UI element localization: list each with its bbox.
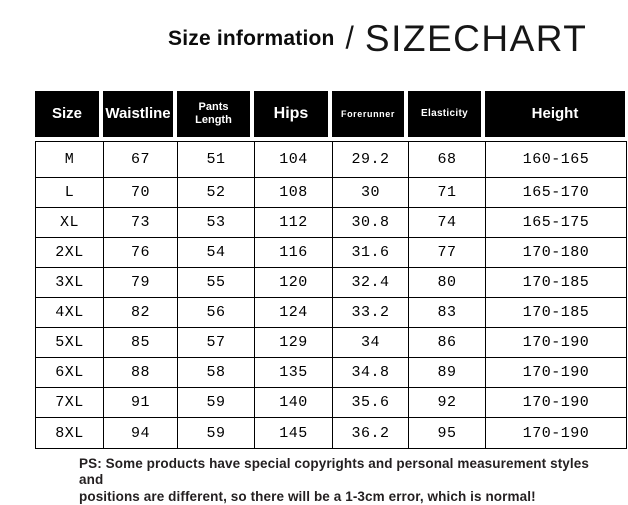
ps-note: PS: Some products have special copyright… (79, 456, 589, 504)
forerunner-cell: 35.6 (333, 388, 409, 418)
elasticity-cell: 86 (409, 328, 486, 358)
size-cell: 8XL (36, 418, 104, 448)
pants-length-cell: 59 (178, 388, 255, 418)
pants-length-cell: 58 (178, 358, 255, 388)
waistline-cell: 79 (104, 268, 178, 298)
size-cell: 3XL (36, 268, 104, 298)
table-header-row: Size Waistline Pants Length Hips Forerun… (35, 91, 627, 137)
column-header-forerunner: Forerunner (332, 91, 408, 137)
height-cell: 170-185 (486, 298, 626, 328)
size-cell: 4XL (36, 298, 104, 328)
hips-cell: 108 (255, 178, 333, 208)
elasticity-cell: 92 (409, 388, 486, 418)
hips-cell: 116 (255, 238, 333, 268)
pants-length-cell: 54 (178, 238, 255, 268)
hips-cell: 112 (255, 208, 333, 238)
table-body: M 67 51 104 29.2 68 160-165 L 70 52 108 … (35, 141, 627, 449)
column-header-size: Size (35, 91, 103, 137)
elasticity-cell: 68 (409, 142, 486, 178)
waistline-cell: 82 (104, 298, 178, 328)
waistline-cell: 73 (104, 208, 178, 238)
waistline-cell: 85 (104, 328, 178, 358)
column-header-waistline: Waistline (103, 91, 177, 137)
forerunner-cell: 33.2 (333, 298, 409, 328)
column-header-height: Height (485, 91, 625, 137)
waistline-cell: 70 (104, 178, 178, 208)
elasticity-cell: 95 (409, 418, 486, 448)
pants-length-cell: 52 (178, 178, 255, 208)
forerunner-cell: 31.6 (333, 238, 409, 268)
hips-cell: 129 (255, 328, 333, 358)
pants-length-cell: 55 (178, 268, 255, 298)
forerunner-cell: 32.4 (333, 268, 409, 298)
size-cell: 2XL (36, 238, 104, 268)
size-cell: M (36, 142, 104, 178)
height-cell: 170-190 (522, 424, 590, 442)
page-title: Size information / SIZECHART (168, 16, 587, 62)
hips-cell: 104 (255, 142, 333, 178)
hips-cell: 140 (255, 388, 333, 418)
height-cell: 170-190 (486, 388, 626, 418)
hips-cell: 135 (255, 358, 333, 388)
size-cell: L (36, 178, 104, 208)
waistline-cell: 94 (104, 418, 178, 448)
height-cell: 165-175 (486, 208, 626, 238)
forerunner-cell: 36.2 (333, 418, 409, 448)
waistline-cell: 67 (104, 142, 178, 178)
forerunner-cell: 30.8 (333, 208, 409, 238)
pants-length-cell: 57 (178, 328, 255, 358)
pants-length-cell: 53 (178, 208, 255, 238)
waistline-cell: 91 (104, 388, 178, 418)
height-cell: 170-180 (486, 238, 626, 268)
size-cell: XL (36, 208, 104, 238)
size-cell: 6XL (36, 358, 104, 388)
elasticity-cell: 77 (409, 238, 486, 268)
height-cell: 170-190 (486, 328, 626, 358)
waistline-cell: 76 (104, 238, 178, 268)
height-cell: 165-170 (486, 178, 626, 208)
height-cell: 160-165 (486, 142, 626, 178)
forerunner-cell: 29.2 (333, 142, 409, 178)
height-cell: 170-190 (486, 358, 626, 388)
elasticity-cell: 71 (409, 178, 486, 208)
pants-length-cell: 51 (178, 142, 255, 178)
forerunner-cell: 30 (333, 178, 409, 208)
title-slash: / (345, 21, 354, 56)
forerunner-cell: 34 (333, 328, 409, 358)
title-sizechart: SIZECHART (364, 18, 588, 59)
height-cell: 170-185 (486, 268, 626, 298)
hips-cell: 124 (255, 298, 333, 328)
column-header-hips: Hips (254, 91, 332, 137)
waistline-cell: 88 (104, 358, 178, 388)
size-cell: 5XL (36, 328, 104, 358)
size-cell: 7XL (36, 388, 104, 418)
title-size-information: Size information (168, 27, 335, 50)
hips-cell: 145 (255, 418, 333, 448)
pants-length-cell: 59 (178, 418, 255, 448)
pants-length-cell: 56 (178, 298, 255, 328)
column-header-elasticity: Elasticity (408, 91, 485, 137)
hips-cell: 120 (255, 268, 333, 298)
elasticity-cell: 74 (409, 208, 486, 238)
column-header-pants-length: Pants Length (177, 91, 254, 137)
forerunner-cell: 34.8 (333, 358, 409, 388)
elasticity-cell: 83 (409, 298, 486, 328)
elasticity-cell: 80 (409, 268, 486, 298)
size-table: Size Waistline Pants Length Hips Forerun… (35, 91, 627, 449)
elasticity-cell: 89 (409, 358, 486, 388)
